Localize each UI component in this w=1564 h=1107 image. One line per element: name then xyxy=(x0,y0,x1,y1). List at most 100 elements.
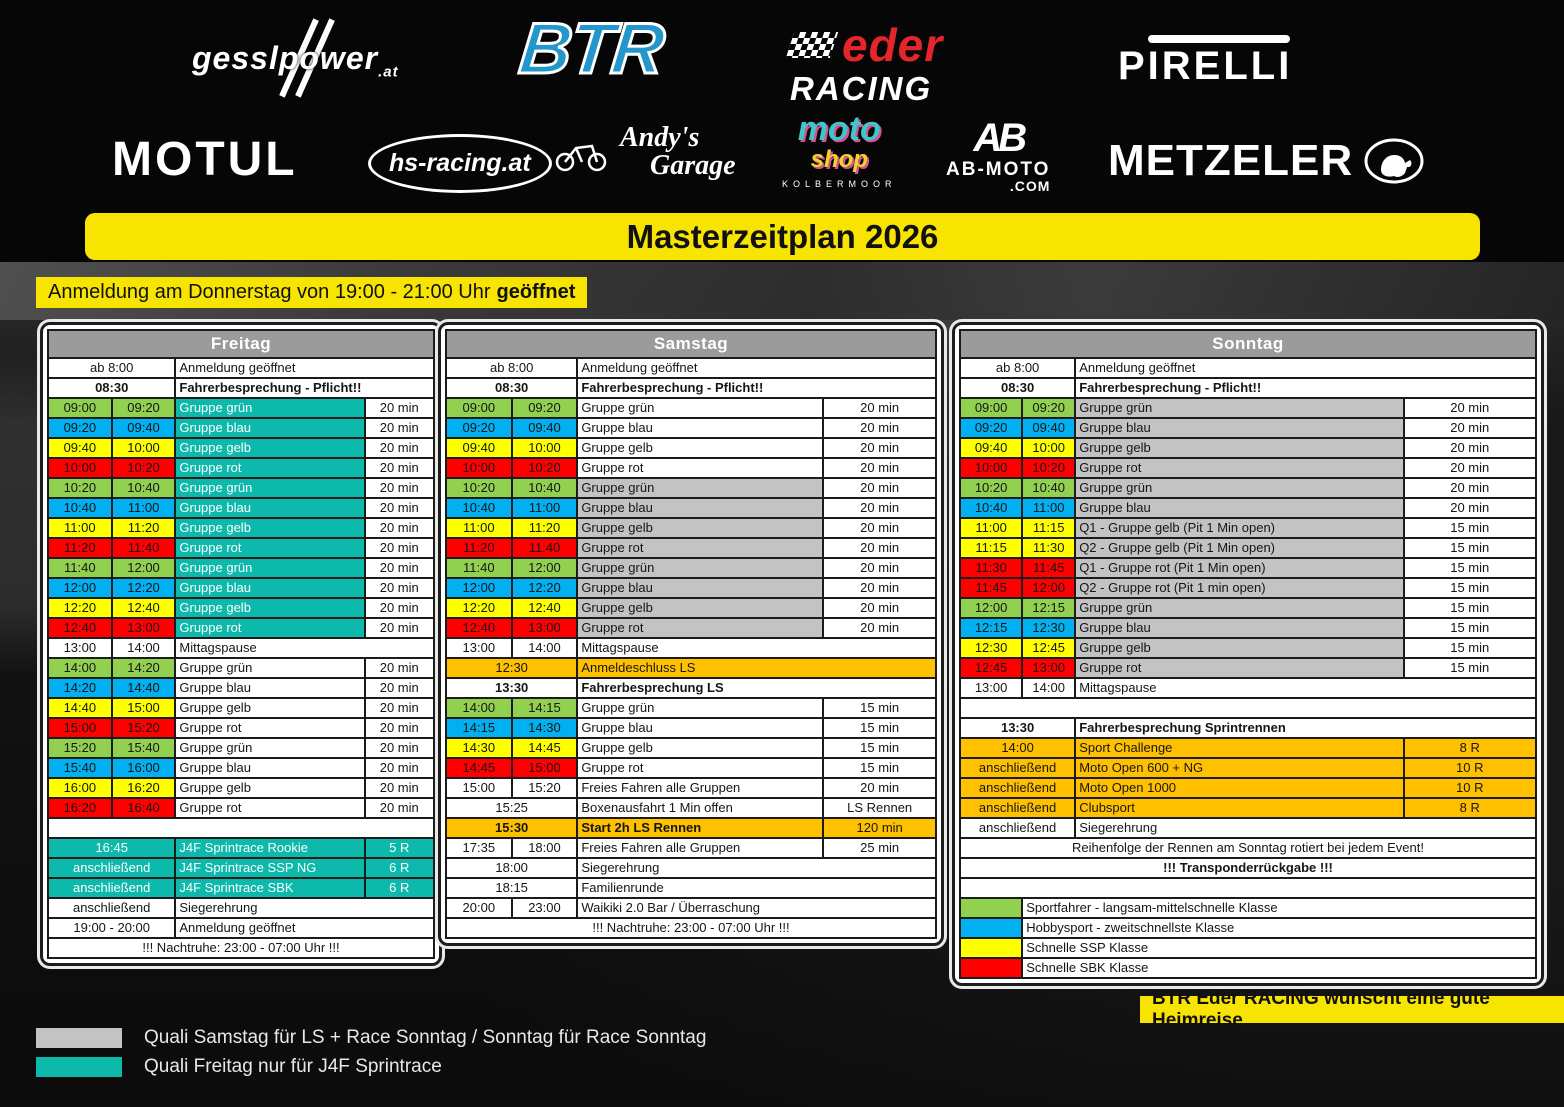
btr-label: BTR xyxy=(514,8,667,91)
duration-cell: 120 min xyxy=(822,817,937,839)
schedule-row: 09:40 10:00 Gruppe gelb 20 min xyxy=(958,437,1538,459)
event-label-cell: Gruppe gelb xyxy=(576,737,825,759)
end-time-cell: 12:20 xyxy=(510,577,579,599)
start-time-cell: 10:40 xyxy=(445,497,513,519)
motorcycle-icon xyxy=(555,144,607,172)
andys-garage-logo: Andy's Garage xyxy=(552,122,736,182)
event-label-cell: Gruppe rot xyxy=(174,717,366,739)
event-label-cell: Gruppe grün xyxy=(1074,477,1405,499)
event-label-cell: Gruppe gelb xyxy=(576,437,825,459)
start-time-cell: 14:00 xyxy=(47,657,113,679)
schedule-row xyxy=(47,817,435,839)
start-time-cell: 10:00 xyxy=(47,457,113,479)
event-label-cell: Gruppe gelb xyxy=(1074,437,1405,459)
schedule-row: anschließend Moto Open 1000 10 R xyxy=(958,777,1538,799)
schedule-row: ab 8:00 Anmeldung geöffnet xyxy=(46,357,435,379)
event-label-cell: Gruppe grün xyxy=(174,397,366,419)
legend-item-gray: Quali Samstag für LS + Race Sonntag / So… xyxy=(36,1027,706,1049)
end-time-cell: 10:00 xyxy=(1021,437,1077,459)
freitag-schedule-table: Freitag ab 8:00 Anmeldung geöffnet 08:30 Fa… xyxy=(46,329,435,959)
start-time-cell: 14:15 xyxy=(445,717,513,739)
event-label-cell: J4F Sprintrace SSP NG xyxy=(174,857,366,879)
start-time-cell: 11:30 xyxy=(958,557,1024,579)
schedule-row: 14:00 Sport Challenge 8 R xyxy=(958,737,1538,759)
event-label-cell: Start 2h LS Rennen xyxy=(576,817,825,839)
schedule-row: 10:20 10:40 Gruppe grün 20 min xyxy=(47,477,435,499)
schedule-row: 09:20 09:40 Gruppe blau 20 min xyxy=(958,417,1538,439)
schedule-row: 16:00 16:20 Gruppe gelb 20 min xyxy=(47,777,435,799)
time-cell: anschließend xyxy=(958,757,1077,779)
end-time-cell: 10:20 xyxy=(510,457,579,479)
event-label-cell: Gruppe rot xyxy=(576,457,825,479)
hs-racing-label: hs-racing.at xyxy=(389,149,531,177)
duration-cell: 25 min xyxy=(822,837,937,859)
duration-cell: 20 min xyxy=(363,757,435,779)
end-time-cell: 14:15 xyxy=(510,697,579,719)
event-label-cell: Gruppe grün xyxy=(576,697,825,719)
schedule-row: 10:40 11:00 Gruppe blau 20 min xyxy=(47,497,435,519)
duration-cell: 15 min xyxy=(822,697,937,719)
duration-cell: 20 min xyxy=(363,677,435,699)
schedule-row: 09:40 10:00 Gruppe gelb 20 min xyxy=(47,437,435,459)
schedule-row: 12:15 12:30 Gruppe blau 15 min xyxy=(958,617,1538,639)
end-time-cell: 11:20 xyxy=(510,517,579,539)
registration-bold-text: geöffnet xyxy=(496,281,576,303)
event-label-cell: Q1 - Gruppe gelb (Pit 1 Min open) xyxy=(1074,517,1405,539)
schedule-row: 09:00 09:20 Gruppe grün 20 min xyxy=(47,397,435,419)
event-label-cell: Q1 - Gruppe rot (Pit 1 Min open) xyxy=(1074,557,1405,579)
day-header: Samstag xyxy=(445,329,937,359)
schedule-row: 08:30 Fahrerbesprechung - Pflicht!! xyxy=(444,377,937,399)
schedule-row: 12:00 12:20 Gruppe blau 20 min xyxy=(445,577,937,599)
btr-logo: BTR xyxy=(514,8,667,91)
schedule-row: 17:35 18:00 Freies Fahren alle Gruppen 25 m… xyxy=(445,837,937,859)
schedule-row: 10:40 11:00 Gruppe blau 20 min xyxy=(958,497,1538,519)
start-time-cell: 10:20 xyxy=(445,477,513,499)
checkered-flag-icon xyxy=(785,32,839,58)
event-label-cell: Freies Fahren alle Gruppen xyxy=(576,777,825,799)
event-label-cell: Q2 - Gruppe gelb (Pit 1 Min open) xyxy=(1074,537,1405,559)
time-cell: ab 8:00 xyxy=(46,357,177,379)
event-label-cell: Gruppe blau xyxy=(576,577,825,599)
start-time-cell: 09:40 xyxy=(47,437,113,459)
schedule-row: anschließend Clubsport 8 R xyxy=(958,797,1538,819)
event-label-cell: Gruppe blau xyxy=(576,417,825,439)
start-time-cell: 09:20 xyxy=(958,417,1024,439)
end-time-cell: 13:00 xyxy=(510,617,579,639)
duration-cell: 20 min xyxy=(363,737,435,759)
eder-label: eder xyxy=(842,19,944,71)
time-cell: 14:00 xyxy=(958,737,1077,759)
schedule-row: anschließend J4F Sprintrace SSP NG 6 R xyxy=(46,857,435,879)
farewell-banner: BTR Eder RACING wünscht eine gute Heimre… xyxy=(1140,988,1564,1031)
schedule-row: 18:00 Siegerehrung xyxy=(444,857,937,879)
event-label-cell: Boxenausfahrt 1 Min offen xyxy=(576,797,825,819)
duration-cell: 15 min xyxy=(1402,597,1538,619)
event-label-cell: Gruppe gelb xyxy=(1074,637,1405,659)
duration-cell: 8 R xyxy=(1402,737,1538,759)
schedule-row: 13:00 14:00 Mittagspause xyxy=(445,637,937,659)
start-time-cell: 09:20 xyxy=(47,417,113,439)
time-cell: anschließend xyxy=(46,897,177,919)
duration-cell: 20 min xyxy=(363,457,435,479)
start-time-cell: 12:30 xyxy=(958,637,1024,659)
ab-moto-label: AB-MOTO xyxy=(946,159,1051,180)
event-label-cell: Fahrerbesprechung LS xyxy=(576,677,937,699)
end-time-cell: 14:40 xyxy=(110,677,177,699)
kolbermoor-label: KOLBERMOOR xyxy=(782,179,897,189)
end-time-cell: 10:00 xyxy=(110,437,177,459)
schedule-row: Schnelle SBK Klasse xyxy=(958,957,1537,979)
event-label-cell: Gruppe rot xyxy=(576,757,825,779)
schedule-row: 14:20 14:40 Gruppe blau 20 min xyxy=(47,677,435,699)
event-label-cell: Gruppe blau xyxy=(174,757,366,779)
duration-cell: 15 min xyxy=(1402,537,1538,559)
schedule-row: 12:45 13:00 Gruppe rot 15 min xyxy=(958,657,1538,679)
end-time-cell: 12:00 xyxy=(1021,577,1077,599)
start-time-cell: 13:00 xyxy=(445,637,513,659)
event-label-cell: Gruppe grün xyxy=(174,737,366,759)
moto-label: moto xyxy=(797,110,881,148)
event-label-cell: Gruppe gelb xyxy=(576,597,825,619)
event-label-cell: Gruppe blau xyxy=(174,677,366,699)
duration-cell: 6 R xyxy=(363,877,435,899)
event-label-cell: Siegerehrung xyxy=(174,897,435,919)
samstag-schedule-table: Samstag ab 8:00 Anmeldung geöffnet 08:30 Fa… xyxy=(444,329,937,939)
